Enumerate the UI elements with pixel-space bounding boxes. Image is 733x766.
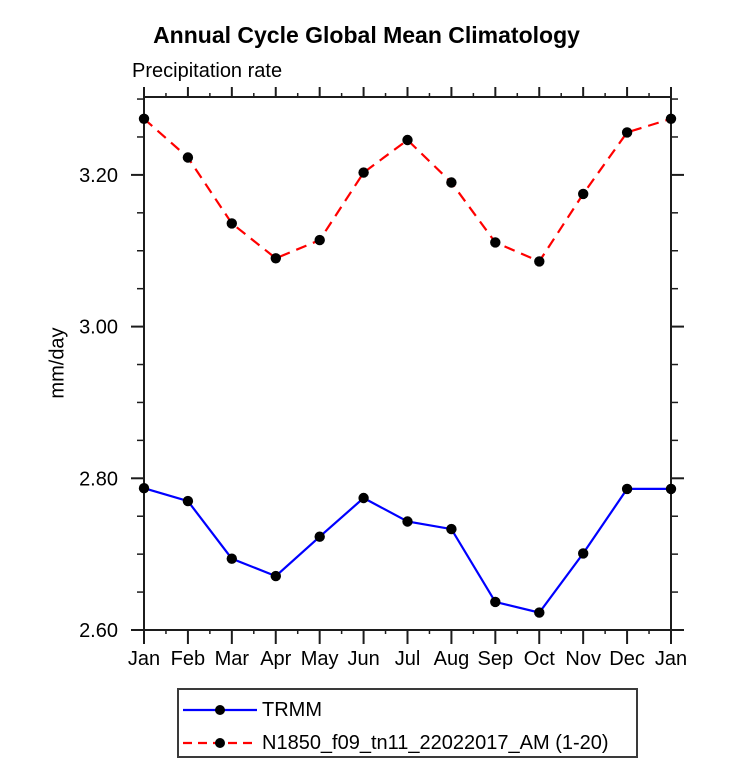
series-marker-1: [665, 113, 677, 125]
x-tick-label: Jan: [128, 648, 160, 670]
series-marker-0: [402, 516, 413, 527]
series-marker-1: [314, 234, 325, 246]
x-tick-label: Jun: [347, 648, 379, 670]
series-marker-1: [138, 113, 150, 125]
x-tick-label: Aug: [434, 648, 470, 670]
legend-line-sample-trmm: [183, 705, 257, 715]
series-marker-1: [578, 188, 589, 200]
chart-title: Annual Cycle Global Mean Climatology: [153, 22, 580, 48]
y-tick-label: 3.20: [79, 165, 118, 187]
legend-entry-trmm: TRMM: [183, 698, 322, 721]
legend-line-sample-model: [183, 738, 257, 748]
series-marker-1: [358, 167, 369, 178]
series-marker-1: [446, 177, 457, 188]
legend-label-model: N1850_f09_tn11_22022017_AM (1-20): [262, 731, 609, 754]
legend-entry-model: N1850_f09_tn11_22022017_AM (1-20): [183, 731, 609, 754]
series-marker-0: [314, 531, 325, 542]
x-tick-label: Apr: [260, 648, 291, 670]
series-marker-1: [270, 253, 281, 264]
series-marker-0: [182, 495, 194, 507]
y-tick-label: 2.80: [79, 468, 118, 490]
series-marker-0: [534, 607, 545, 618]
plot-frame: [143, 96, 672, 631]
series-marker-0: [621, 483, 633, 495]
x-tick-label: Jul: [395, 648, 421, 670]
series-marker-1: [182, 152, 194, 163]
series-marker-0: [270, 570, 281, 582]
legend-label-trmm: TRMM: [262, 698, 322, 721]
y-tick-label: 2.60: [79, 620, 118, 642]
series-marker-0: [490, 596, 501, 608]
series-marker-0: [446, 523, 457, 535]
series-marker-1: [226, 218, 237, 229]
chart-subtitle: Precipitation rate: [132, 60, 283, 82]
x-tick-label: Jan: [655, 648, 687, 670]
y-tick-label: 3.00: [79, 317, 118, 339]
series-marker-0: [138, 483, 150, 494]
x-tick-label: Dec: [609, 648, 645, 670]
x-tick-label: Sep: [478, 648, 514, 670]
series-marker-0: [578, 548, 589, 559]
x-tick-label: Mar: [215, 648, 250, 670]
x-tick-label: Feb: [171, 648, 205, 670]
x-tick-label: Nov: [565, 648, 601, 670]
series-marker-1: [534, 256, 545, 267]
series-marker-0: [226, 553, 237, 564]
legend: TRMM N1850_f09_tn11_22022017_AM (1-20): [177, 688, 638, 758]
series-marker-0: [665, 483, 677, 495]
x-tick-label: Oct: [524, 648, 556, 670]
series-marker-1: [490, 237, 501, 248]
series-marker-1: [402, 134, 413, 146]
series-line-0: [143, 487, 671, 614]
x-tick-label: May: [301, 648, 339, 670]
series-marker-0: [358, 492, 369, 504]
series-marker-1: [621, 127, 633, 138]
